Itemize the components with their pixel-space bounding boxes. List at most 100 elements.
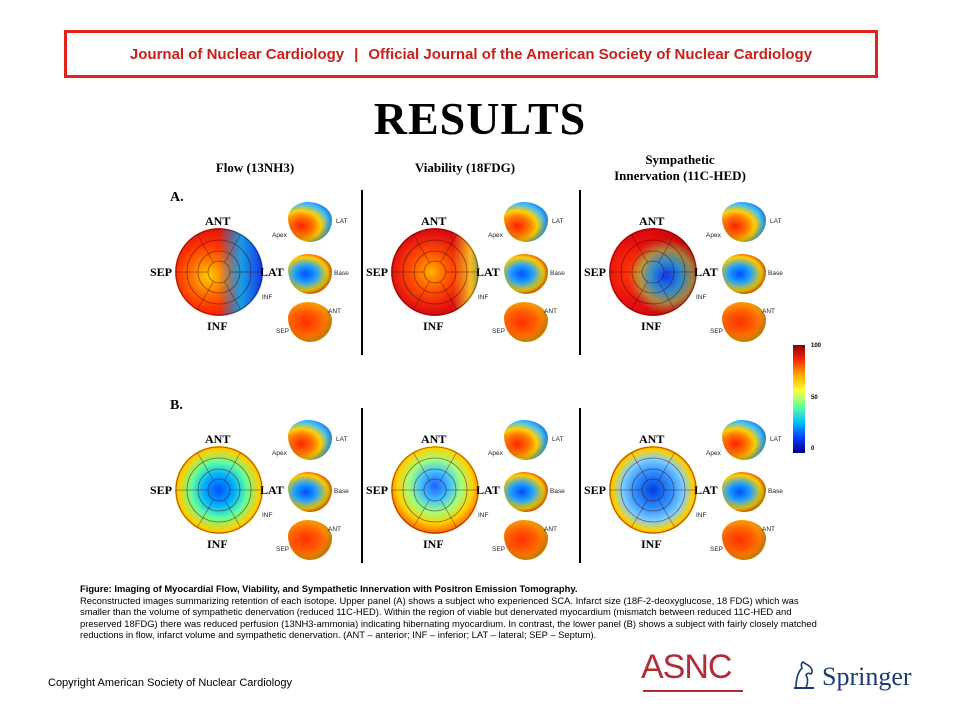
label-ant-b-flow: ANT <box>205 432 231 446</box>
view-label-sep-a-flow: SEP <box>276 328 290 335</box>
label-sep-b-viab: SEP <box>366 483 389 497</box>
colorbar <box>793 345 805 453</box>
copyright-text: Copyright American Society of Nuclear Ca… <box>48 677 292 689</box>
view-label-sep-a-symp: SEP <box>710 328 724 335</box>
heart-apex-view-a-flow <box>288 202 332 242</box>
heart-lateral-view-b-viab <box>504 472 548 512</box>
view-label-lat-a-symp: LAT <box>770 218 782 225</box>
heart-anterior-view-b-symp <box>722 520 766 560</box>
view-label-base-a-symp: Base <box>768 270 783 277</box>
divider-a-1 <box>361 190 363 355</box>
view-label-ant-b-viab: ANT <box>544 526 557 533</box>
polar-map-rings-b-flow <box>175 446 263 534</box>
caption-line-3: preserved 18FDG) there was reduced perfu… <box>80 617 817 629</box>
view-label-inf-b-flow: INF <box>262 512 273 519</box>
view-label-apex-b-viab: Apex <box>488 450 503 457</box>
heart-apex-view-b-symp <box>722 420 766 460</box>
polar-map-rings-a-viab <box>391 228 479 316</box>
heart-anterior-view-a-viab <box>504 302 548 342</box>
label-sep-b-flow: SEP <box>150 483 173 497</box>
label-ant-b-viab: ANT <box>421 432 447 446</box>
caption-heading: Figure: Imaging of Myocardial Flow, Viab… <box>80 583 578 594</box>
label-lat-a-symp: LAT <box>694 265 718 279</box>
heart-apex-view-a-symp <box>722 202 766 242</box>
view-label-base-b-viab: Base <box>550 488 565 495</box>
view-label-apex-b-symp: Apex <box>706 450 721 457</box>
divider-a-2 <box>579 190 581 355</box>
view-label-apex-a-viab: Apex <box>488 232 503 239</box>
heart-apex-view-b-flow <box>288 420 332 460</box>
springer-horse-icon <box>794 661 814 689</box>
heart-apex-view-a-viab <box>504 202 548 242</box>
heart-anterior-view-a-flow <box>288 302 332 342</box>
view-label-lat-b-viab: LAT <box>552 436 564 443</box>
divider-b-1 <box>361 408 363 563</box>
colorbar-mid: 50 <box>811 395 818 401</box>
label-inf-a-flow: INF <box>207 319 228 333</box>
view-label-ant-a-viab: ANT <box>544 308 557 315</box>
column-heading-viability: Viability (18FDG) <box>414 160 516 175</box>
view-label-apex-a-flow: Apex <box>272 232 287 239</box>
view-label-lat-a-flow: LAT <box>336 218 348 225</box>
view-label-ant-b-symp: ANT <box>762 526 775 533</box>
figure-caption: Figure: Imaging of Myocardial Flow, Viab… <box>80 583 920 641</box>
colorbar-min: 0 <box>811 446 815 452</box>
heart-anterior-view-b-flow <box>288 520 332 560</box>
polar-map-rings-a-symp <box>609 228 697 316</box>
view-label-inf-b-viab: INF <box>478 512 489 519</box>
view-label-base-a-viab: Base <box>550 270 565 277</box>
label-inf-b-symp: INF <box>641 537 662 551</box>
label-lat-b-viab: LAT <box>476 483 500 497</box>
label-inf-b-flow: INF <box>207 537 228 551</box>
column-heading-sympathetic-line1: Sympathetic <box>645 152 715 167</box>
heart-lateral-view-b-flow <box>288 472 332 512</box>
view-label-inf-b-symp: INF <box>696 512 707 519</box>
view-label-lat-a-viab: LAT <box>552 218 564 225</box>
view-label-sep-b-viab: SEP <box>492 546 506 553</box>
view-label-inf-a-symp: INF <box>696 294 707 301</box>
label-lat-b-flow: LAT <box>260 483 284 497</box>
label-lat-a-flow: LAT <box>260 265 284 279</box>
heart-lateral-view-b-symp <box>722 472 766 512</box>
panel-b-label: B. <box>170 398 183 413</box>
view-label-ant-a-symp: ANT <box>762 308 775 315</box>
label-sep-b-symp: SEP <box>584 483 607 497</box>
label-sep-a-symp: SEP <box>584 265 607 279</box>
heart-anterior-view-b-viab <box>504 520 548 560</box>
colorbar-max: 100 <box>811 343 822 349</box>
view-label-inf-a-viab: INF <box>478 294 489 301</box>
journal-name: Journal of Nuclear Cardiology <box>129 45 345 63</box>
journal-subtitle: Official Journal of the American Society… <box>368 45 813 63</box>
journal-banner: Journal of Nuclear Cardiology | Official… <box>64 30 878 78</box>
caption-line-4: reductions in flow, infarct volume and s… <box>80 629 597 641</box>
label-ant-b-symp: ANT <box>639 432 665 446</box>
view-label-lat-b-symp: LAT <box>770 436 782 443</box>
label-sep-a-viab: SEP <box>366 265 389 279</box>
view-label-ant-b-flow: ANT <box>328 526 341 533</box>
view-label-sep-b-symp: SEP <box>710 546 724 553</box>
polar-map-rings-b-symp <box>609 446 697 534</box>
label-inf-a-viab: INF <box>423 319 444 333</box>
polar-map-rings-b-viab <box>391 446 479 534</box>
asnc-logo: ASNC <box>641 648 732 686</box>
panel-a-label: A. <box>170 190 184 205</box>
view-label-lat-b-flow: LAT <box>336 436 348 443</box>
view-label-base-b-symp: Base <box>768 488 783 495</box>
heart-lateral-view-a-viab <box>504 254 548 294</box>
label-sep-a-flow: SEP <box>150 265 173 279</box>
banner-separator: | <box>354 45 359 63</box>
heart-anterior-view-a-symp <box>722 302 766 342</box>
view-label-ant-a-flow: ANT <box>328 308 341 315</box>
heart-lateral-view-a-symp <box>722 254 766 294</box>
view-label-base-b-flow: Base <box>334 488 349 495</box>
asnc-logo-underline <box>643 690 743 692</box>
caption-line-1: Reconstructed images summarizing retenti… <box>80 594 799 606</box>
view-label-base-a-flow: Base <box>334 270 349 277</box>
view-label-apex-a-symp: Apex <box>706 232 721 239</box>
view-label-inf-a-flow: INF <box>262 294 273 301</box>
view-label-apex-b-flow: Apex <box>272 450 287 457</box>
polar-map-rings-a-flow <box>175 228 263 316</box>
divider-b-2 <box>579 408 581 563</box>
column-heading-sympathetic-line2: Innervation (11C-HED) <box>614 168 746 183</box>
label-inf-a-symp: INF <box>641 319 662 333</box>
